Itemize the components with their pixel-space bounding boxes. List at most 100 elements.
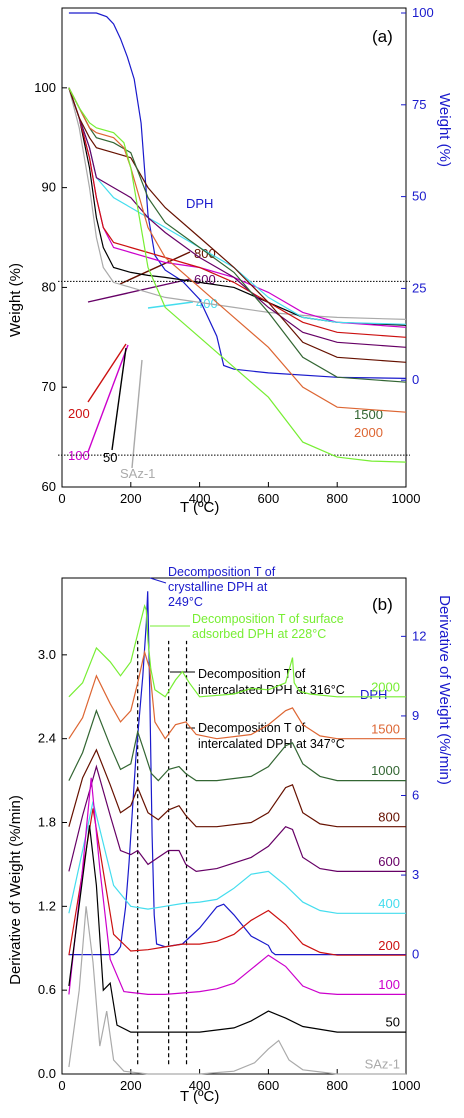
panel-b-ytick-right-label: 6 bbox=[412, 787, 419, 802]
panel-b-ytick-label: 1.8 bbox=[38, 815, 56, 830]
label-saz1-a: SAz-1 bbox=[120, 466, 155, 481]
panel-b-xlabel: T (ºC) bbox=[180, 1088, 219, 1105]
panel-a-series-200 bbox=[68, 87, 407, 338]
panel-b-series-label: 600 bbox=[378, 854, 400, 869]
label-dph-b: DPH bbox=[360, 687, 387, 702]
annotation-crystalline: Decomposition T of crystalline DPH at 24… bbox=[168, 565, 276, 609]
panel-b-series-400 bbox=[68, 801, 406, 914]
panel-a-xtick-label: 0 bbox=[58, 491, 65, 506]
panel-a-ytick-label: 60 bbox=[42, 479, 56, 494]
annotation-intercalated-347: Decomposition T of intercalated DPH at 3… bbox=[198, 721, 345, 751]
panel-a-xtick-label: 800 bbox=[326, 491, 348, 506]
panel-b-series-50 bbox=[68, 825, 406, 1033]
panel-a-weight-chart: (a) T (ºC) Weight (%) Weight (%) DPH 150… bbox=[7, 7, 453, 516]
panel-a-ytick-label: 100 bbox=[34, 80, 56, 95]
panel-b-derivative-chart: (b) T (ºC) Derivative of Weight (%/min) … bbox=[7, 565, 453, 1105]
panel-b-xtick-label: 600 bbox=[258, 1078, 280, 1093]
annotation-surface-line1: Decomposition T of surface bbox=[192, 612, 344, 626]
arrow-saz1 bbox=[131, 359, 143, 469]
panel-a-ytick-right-label: 25 bbox=[412, 280, 426, 295]
arrow-800 bbox=[119, 251, 191, 285]
panel-a-ytick-label: 90 bbox=[42, 180, 56, 195]
panel-a-frame bbox=[61, 7, 407, 488]
panel-b-series-100 bbox=[68, 777, 406, 996]
label-200-a: 200 bbox=[68, 406, 90, 421]
panel-b-frame bbox=[61, 577, 407, 1075]
arrow-600 bbox=[87, 278, 191, 303]
panel-a-ytick-label: 70 bbox=[42, 379, 56, 394]
panel-b-xtick-label: 800 bbox=[326, 1078, 348, 1093]
panel-b-label: (b) bbox=[372, 595, 393, 614]
panel-b-series-1000 bbox=[68, 708, 406, 782]
panel-a-xtick-label: 400 bbox=[189, 491, 211, 506]
panel-b-ytick-label: 2.4 bbox=[38, 731, 56, 746]
label-50-a: 50 bbox=[103, 450, 117, 465]
panel-b-ytick-label: 1.2 bbox=[38, 898, 56, 913]
panel-b-series-label: 1500 bbox=[371, 721, 400, 736]
panel-a-series-saz-1 bbox=[68, 87, 407, 320]
panel-b-series-label: 100 bbox=[378, 977, 400, 992]
panel-a-series-dph bbox=[68, 12, 407, 379]
panel-b-series-1500 bbox=[68, 649, 406, 740]
arrow-50 bbox=[111, 347, 127, 451]
label-dph-a: DPH bbox=[186, 196, 213, 211]
label-100-a: 100 bbox=[68, 448, 90, 463]
panel-a-ytick-right-label: 75 bbox=[412, 97, 426, 112]
panel-a-xtick-label: 200 bbox=[120, 491, 142, 506]
panel-b-series-label: 800 bbox=[378, 809, 400, 824]
panel-b-series-saz-1 bbox=[68, 906, 406, 1075]
panel-b-series-label: 400 bbox=[378, 896, 400, 911]
panel-b-series-label: 200 bbox=[378, 938, 400, 953]
annotation-347-line2: intercalated DPH at 347°C bbox=[198, 737, 345, 751]
panel-a-xtick-label: 1000 bbox=[392, 491, 421, 506]
panel-b-series-2000 bbox=[68, 603, 406, 698]
annotation-crystalline-line2: crystalline DPH at bbox=[168, 580, 268, 594]
panel-a-ytick-right-label: 50 bbox=[412, 189, 426, 204]
panel-b-series-800 bbox=[68, 748, 406, 828]
panel-b-ytick-right-label: 12 bbox=[412, 628, 426, 643]
panel-a-series-800 bbox=[68, 87, 407, 363]
panel-a-series-50 bbox=[68, 87, 407, 326]
arrow-100 bbox=[87, 344, 129, 453]
panel-a-series-600 bbox=[68, 87, 407, 348]
panel-a-label: (a) bbox=[372, 27, 393, 46]
panel-b-ylabel-right: Derivative of Weight (%/min) bbox=[436, 595, 453, 785]
panel-a-series-100 bbox=[68, 87, 407, 328]
panel-a-ytick-label: 80 bbox=[42, 279, 56, 294]
arrow-400 bbox=[147, 301, 194, 309]
annotation-316-line1: Decomposition T of bbox=[198, 667, 306, 681]
panel-b-series-600 bbox=[68, 764, 406, 873]
panel-a-xlabel: T (ºC) bbox=[180, 499, 219, 516]
arrow-crystalline bbox=[149, 577, 167, 584]
arrow-200 bbox=[87, 343, 127, 403]
panel-b-series-label: SAz-1 bbox=[365, 1057, 400, 1072]
annotation-crystalline-line3: 249°C bbox=[168, 595, 203, 609]
annotation-intercalated-316: Decomposition T of intercalated DPH at 3… bbox=[198, 667, 345, 697]
panel-b-series-label: 50 bbox=[386, 1015, 400, 1030]
label-600-a: 600 bbox=[194, 272, 216, 287]
panel-b-xtick-label: 1000 bbox=[392, 1078, 421, 1093]
panel-a-ytick-right-label: 0 bbox=[412, 372, 419, 387]
panel-b-series-200 bbox=[68, 808, 406, 956]
panel-a-ylabel: Weight (%) bbox=[7, 263, 24, 337]
panel-b-xtick-label: 0 bbox=[58, 1078, 65, 1093]
panel-a-xtick-label: 600 bbox=[258, 491, 280, 506]
panel-b-ylabel: Derivative of Weight (%/min) bbox=[7, 795, 24, 985]
panel-a-series-1500 bbox=[68, 87, 407, 413]
annotation-surface: Decomposition T of surface adsorbed DPH … bbox=[192, 612, 344, 641]
annotation-crystalline-line1: Decomposition T of bbox=[168, 565, 276, 579]
panel-b-series-label: 1000 bbox=[371, 763, 400, 778]
panel-b-ytick-label: 0.6 bbox=[38, 982, 56, 997]
panel-a-ylabel-right: Weight (%) bbox=[436, 93, 453, 167]
panel-a-arrows bbox=[87, 251, 194, 469]
panel-b-ytick-right-label: 9 bbox=[412, 708, 419, 723]
annotation-347-line1: Decomposition T of bbox=[198, 721, 306, 735]
panel-b-ytick-right-label: 3 bbox=[412, 867, 419, 882]
panel-b-series-dph bbox=[68, 591, 406, 956]
panel-b-series-label: 2000 bbox=[371, 679, 400, 694]
label-1000-a: 1500 bbox=[354, 407, 383, 422]
panel-a-series-1000 bbox=[68, 87, 407, 383]
annotation-surface-line2: adsorbed DPH at 228°C bbox=[192, 627, 326, 641]
